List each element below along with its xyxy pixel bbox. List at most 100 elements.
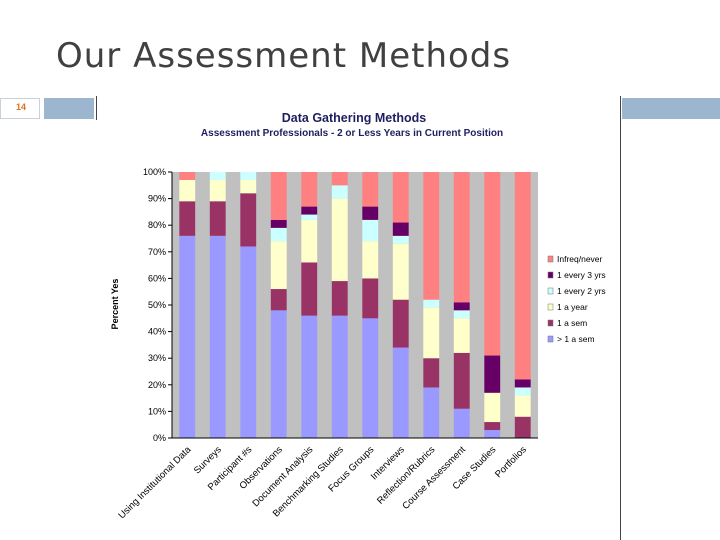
bar-segment [514, 172, 531, 380]
legend-label: 1 every 3 yrs [557, 270, 606, 280]
y-tick-label: 80% [148, 220, 166, 230]
bar-segment [209, 201, 226, 236]
bar-segment [240, 172, 257, 180]
bar-segment [331, 185, 348, 199]
legend-label: 1 a year [557, 302, 588, 312]
bar-segment [331, 281, 348, 316]
bar-segment [362, 219, 379, 242]
x-tick-label: Using Institutional Data [117, 444, 194, 521]
bar-segment [270, 241, 287, 290]
bar-segment [240, 179, 257, 194]
y-tick-label: 10% [148, 406, 166, 416]
bar-segment [240, 193, 257, 247]
bar-segment [514, 387, 531, 396]
bar-segment [270, 289, 287, 311]
bar-segment [423, 299, 440, 308]
bar-segment [331, 315, 348, 438]
bar-segment [301, 262, 318, 316]
bar-segment [453, 408, 470, 438]
bar-segment [484, 172, 501, 356]
bar-segment [392, 243, 409, 300]
slide-number: 14 [15, 102, 26, 112]
bar-segment [209, 179, 226, 202]
bar-segment [453, 310, 470, 319]
bar-segment [453, 318, 470, 353]
y-tick-label: 30% [148, 353, 166, 363]
bar-segment [484, 392, 501, 423]
bar-segment [392, 172, 409, 223]
legend-swatch [547, 255, 554, 263]
bar-segment [362, 318, 379, 438]
y-tick-label: 60% [148, 273, 166, 283]
bar-segment [179, 172, 196, 180]
bar-segment [362, 172, 379, 207]
y-tick-label: 90% [148, 194, 166, 204]
bars [172, 172, 538, 439]
y-tick-label: 40% [148, 327, 166, 337]
bar-segment [209, 172, 226, 180]
plot-area [172, 172, 538, 438]
legend-swatch [547, 287, 554, 295]
y-axis-label: Percent Yes [110, 279, 120, 330]
x-axis: Using Institutional DataSurveysParticipa… [117, 444, 530, 521]
bar-segment [270, 172, 287, 220]
bar-segment [392, 347, 409, 438]
bar-segment [209, 235, 226, 438]
bar-segment [484, 422, 501, 431]
legend-label: 1 every 2 yrs [557, 286, 606, 296]
bar-segment [270, 219, 287, 228]
bar-segment [301, 214, 318, 220]
bar-segment [331, 172, 348, 186]
bar-segment [362, 241, 379, 279]
legend-swatch [547, 335, 554, 343]
bar-segment [362, 206, 379, 220]
bar-segment [423, 387, 440, 438]
page-title: Our Assessment Methods [56, 36, 512, 76]
y-axis: 0% 10% 20% 30% 40% 50% 60% 70% 80% 90% 100% [143, 167, 173, 443]
bar-segment [270, 227, 287, 242]
legend-label: Infreq/never [557, 254, 603, 264]
bar-segment [423, 172, 440, 300]
x-tick-label: Portfolios [493, 444, 529, 480]
legend-label: > 1 a sem [557, 334, 595, 344]
header-band-left [44, 98, 94, 119]
legend-label: 1 a sem [557, 318, 587, 328]
y-tick-label: 50% [148, 300, 166, 310]
bar-segment [301, 315, 318, 438]
bar-segment [453, 352, 470, 409]
bar-segment [423, 307, 440, 359]
y-tick-label: 20% [148, 380, 166, 390]
y-tick-label: 100% [143, 167, 166, 177]
legend-swatch [547, 303, 554, 311]
divider-left [96, 96, 97, 120]
divider-right [620, 96, 621, 540]
y-tick-label: 0% [153, 433, 166, 443]
bar-segment [301, 172, 318, 207]
bar-segment [301, 206, 318, 215]
bar-segment [514, 379, 531, 388]
y-tick-label: 70% [148, 247, 166, 257]
bar-segment [331, 198, 348, 282]
bar-segment [240, 246, 257, 438]
bar-segment [301, 219, 318, 263]
bar-segment [514, 395, 531, 417]
header-band-right [622, 98, 720, 119]
bar-segment [270, 310, 287, 438]
legend: Infreq/never 1 every 3 yrs 1 every 2 yrs 1 … [547, 254, 606, 344]
bar-segment [392, 299, 409, 348]
bar-segment [179, 179, 196, 202]
bar-segment [179, 235, 196, 438]
bar-segment [362, 278, 379, 319]
bar-segment [423, 358, 440, 388]
bar-segment [484, 355, 501, 393]
bar-segment [392, 235, 409, 244]
bar-segment [392, 222, 409, 236]
bar-segment [179, 201, 196, 236]
legend-swatch [547, 319, 554, 327]
slide-number-box: 14 [0, 98, 40, 119]
bar-segment [453, 302, 470, 311]
chart-title: Data Gathering Methods [282, 111, 427, 125]
chart-subtitle: Assessment Professionals - 2 or Less Yea… [201, 128, 503, 139]
legend-swatch [547, 271, 554, 279]
stacked-bar-chart: Data Gathering Methods Assessment Profes… [110, 111, 606, 521]
